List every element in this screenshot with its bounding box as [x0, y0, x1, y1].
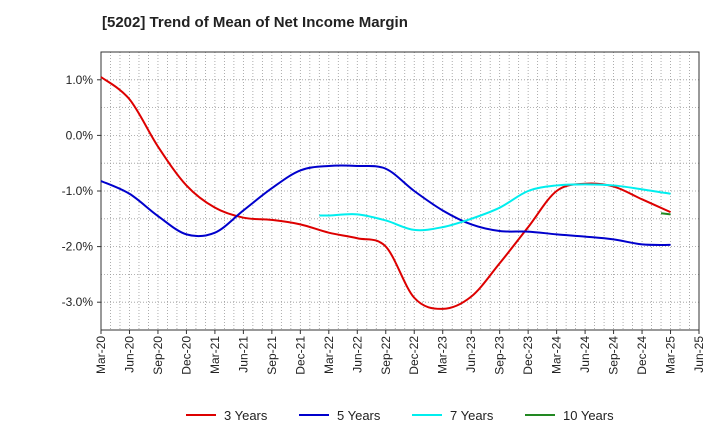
series-line-10-years	[660, 212, 671, 216]
y-tick-label: -1.0%	[62, 184, 94, 198]
x-tick-label: Jun-21	[236, 336, 250, 373]
x-tick-label: Sep-20	[151, 336, 165, 375]
x-tick-label: Jun-24	[578, 336, 592, 373]
x-tick-label: Sep-24	[607, 336, 621, 375]
x-tick-label: Dec-23	[521, 336, 535, 375]
x-tick-label: Mar-24	[550, 336, 564, 374]
legend-label-10-years: 10 Years	[563, 408, 614, 423]
y-tick-label: 0.0%	[66, 128, 94, 142]
x-tick-label: Jun-25	[692, 336, 706, 373]
y-tick-label: -2.0%	[62, 240, 94, 254]
x-tick-label: Mar-21	[208, 336, 222, 374]
series-layer	[100, 76, 671, 310]
x-tick-label: Sep-21	[265, 336, 279, 375]
x-tick-label: Sep-22	[379, 336, 393, 375]
legend-label-3-years: 3 Years	[224, 408, 268, 423]
x-tick-label: Dec-22	[407, 336, 421, 375]
series-line-5-years	[100, 164, 671, 246]
x-tick-label: Mar-25	[664, 336, 678, 374]
x-tick-label: Mar-20	[94, 336, 108, 374]
x-tick-label: Jun-23	[464, 336, 478, 373]
x-tick-label: Dec-24	[635, 336, 649, 375]
x-tick-label: Mar-22	[322, 336, 336, 374]
axes-layer: 1.0% 0.0% -1.0% -2.0% -3.0% Mar-20 Jun-20 Sep-2…	[62, 51, 706, 375]
legend: 3 Years 5 Years 7 Years 10 Years	[186, 408, 614, 423]
legend-label-5-years: 5 Years	[337, 408, 381, 423]
y-tick-label: -3.0%	[62, 295, 94, 309]
x-tick-label: Jun-20	[122, 336, 136, 373]
x-tick-label: Dec-20	[179, 336, 193, 375]
legend-label-7-years: 7 Years	[450, 408, 494, 423]
chart-title: [5202] Trend of Mean of Net Income Margi…	[102, 14, 408, 31]
x-tick-label: Dec-21	[293, 336, 307, 375]
x-tick-label: Jun-22	[350, 336, 364, 373]
series-line-7-years	[319, 183, 671, 232]
x-tick-label: Mar-23	[436, 336, 450, 374]
x-tick-label: Sep-23	[493, 336, 507, 375]
y-tick-label: 1.0%	[66, 73, 94, 87]
